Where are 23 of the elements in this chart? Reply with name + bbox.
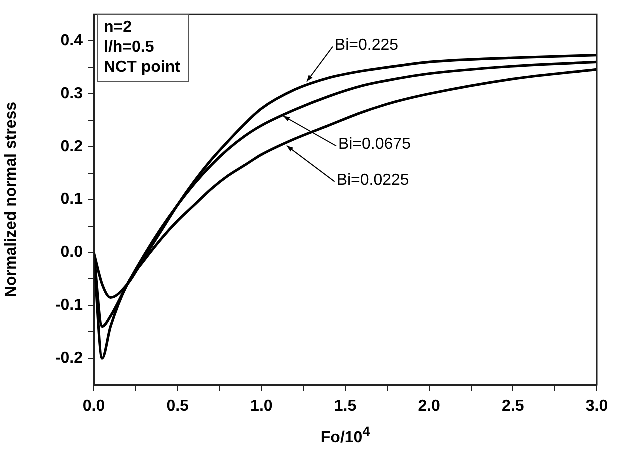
x-tick-label: 2.0: [418, 398, 441, 416]
text-box: n=2 l/h=0.5 NCT point: [97, 14, 190, 82]
annotation: Bi=0.0675: [338, 136, 411, 154]
annotation: Bi=0.225: [334, 36, 399, 55]
x-tick-label: 0.5: [166, 398, 190, 416]
annotation: Bi=0.0225: [336, 172, 410, 190]
y-axis-title: Normalized normal stress: [3, 102, 20, 298]
y-tick-label: 0.1: [60, 191, 84, 208]
x-axis-title: Fo/10$^{4}$: [320, 424, 372, 448]
x-tick-label: 0.0: [82, 398, 106, 416]
annotation: NCT point: [104, 58, 180, 78]
y-tick-label: 0.4: [60, 32, 84, 50]
y-tick-label: 0.2: [60, 138, 84, 156]
y-tick-label: 0.0: [60, 244, 84, 262]
x-tick-label: 3.0: [586, 398, 608, 416]
x-tick-label: 2.5: [502, 398, 524, 416]
x-tick-label: 1.5: [334, 398, 357, 416]
y-tick-label: 0.3: [60, 85, 84, 102]
y-tick-label: -0.1: [55, 297, 84, 314]
y-tick-label: -0.2: [55, 350, 84, 367]
x-tick-label: 1.0: [250, 398, 273, 416]
annotation: l/h=0.5: [104, 38, 156, 58]
annotation: n=2: [104, 18, 134, 38]
